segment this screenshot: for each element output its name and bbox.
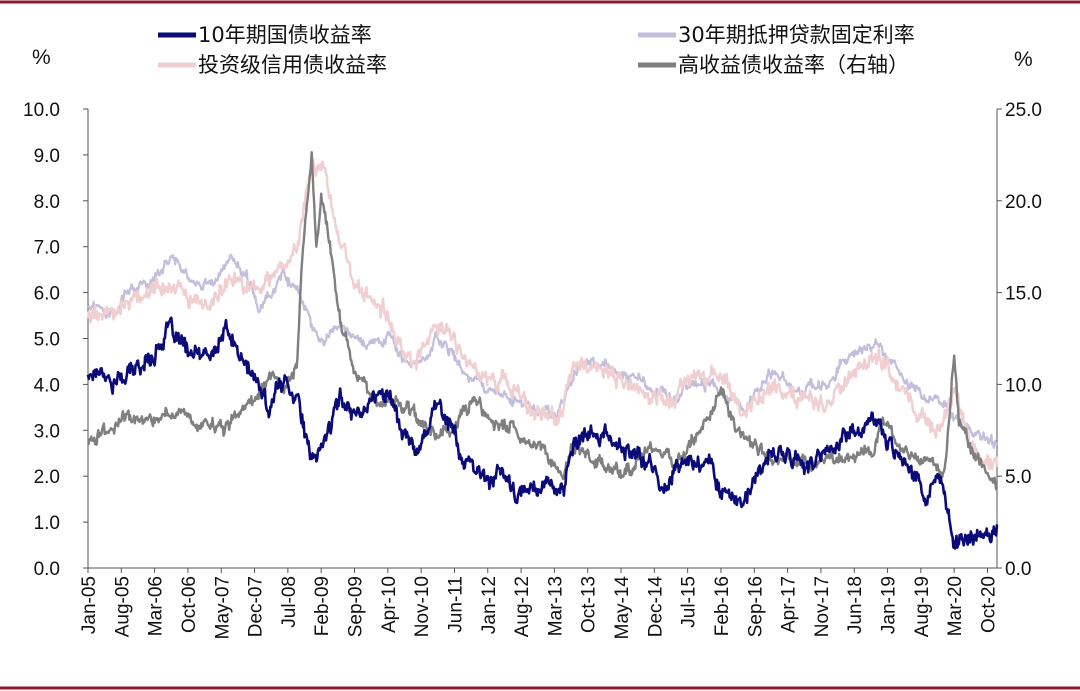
- x-tick-label: Sep-16: [745, 576, 766, 637]
- x-tick-label: Aug-05: [112, 576, 133, 637]
- right-tick-label: 10.0: [1005, 375, 1042, 396]
- x-tick-label: Mar-06: [146, 576, 167, 636]
- left-tick-label: 7.0: [34, 238, 60, 259]
- x-tick-label: Mar-13: [545, 576, 566, 636]
- x-tick-label: Jan-05: [79, 576, 100, 634]
- legend-label-ig-credit: 投资级信用债收益率: [198, 53, 387, 77]
- left-tick-label: 8.0: [34, 192, 60, 213]
- x-tick-label: Nov-10: [412, 576, 433, 637]
- right-tick-label: 0.0: [1005, 559, 1031, 580]
- left-tick-label: 0.0: [34, 559, 60, 580]
- left-axis-unit: %: [32, 46, 51, 69]
- right-axis-unit: %: [1014, 48, 1033, 71]
- x-tick-label: Feb-16: [712, 576, 733, 636]
- x-tick-label: Nov-17: [812, 576, 833, 637]
- series-line-10y-treasury: [86, 316, 999, 550]
- x-tick-label: Jun-11: [445, 576, 466, 633]
- left-tick-label: 9.0: [34, 146, 60, 167]
- x-tick-label: Aug-19: [912, 576, 933, 637]
- left-tick-label: 10.0: [23, 100, 60, 121]
- left-tick-label: 2.0: [34, 467, 60, 488]
- x-tick-label: Jan-19: [879, 576, 900, 634]
- left-tick-label: 5.0: [34, 330, 60, 351]
- series-line-ig-credit: [86, 158, 999, 471]
- series-line-high-yield: [86, 151, 999, 491]
- right-tick-label: 25.0: [1005, 100, 1042, 121]
- x-tick-label: Dec-14: [645, 576, 666, 638]
- legend: 10年期国债收益率 投资级信用债收益率 30年期抵押贷款固定利率 高收益债收益率…: [158, 23, 915, 77]
- x-tick-label: Sep-09: [346, 576, 367, 637]
- left-tick-label: 4.0: [34, 375, 60, 396]
- x-tick-label: Mar-20: [945, 576, 966, 636]
- x-tick-label: May-07: [212, 576, 233, 639]
- x-tick-label: Jul-08: [279, 576, 300, 628]
- legend-label-high-yield: 高收益债收益率（右轴）: [678, 53, 909, 77]
- right-tick-label: 15.0: [1005, 284, 1042, 305]
- left-tick-label: 1.0: [34, 513, 60, 534]
- legend-label-10y-treasury: 10年期国债收益率: [198, 23, 372, 47]
- x-tick-label: Jul-15: [679, 576, 700, 628]
- axes: 0.0 1.0 2.0 3.0 4.0 5.0 6.0 7.0 8.0 9.0 10.0 0.0 5.0…: [23, 100, 1042, 639]
- x-tick-label: May-14: [612, 576, 633, 640]
- x-tick-label: Feb-09: [312, 576, 333, 636]
- x-tick-label: Oct-20: [978, 576, 999, 633]
- right-tick-label: 5.0: [1005, 467, 1031, 488]
- x-tick-label: Jan-12: [479, 576, 500, 634]
- x-tick-label: Oct-06: [179, 576, 200, 633]
- left-tick-label: 6.0: [34, 284, 60, 305]
- x-tick-label: Oct-13: [579, 576, 600, 633]
- x-tick-label: Apr-17: [779, 576, 800, 633]
- x-tick-label: Aug-12: [512, 576, 533, 637]
- x-tick-label: Jun-18: [845, 576, 866, 634]
- right-tick-label: 20.0: [1005, 192, 1042, 213]
- x-tick-label: Dec-07: [246, 576, 267, 637]
- legend-label-30y-mortgage: 30年期抵押贷款固定利率: [678, 23, 915, 47]
- series-layer: [86, 151, 999, 550]
- left-tick-label: 3.0: [34, 421, 60, 442]
- x-tick-label: Apr-10: [379, 576, 400, 633]
